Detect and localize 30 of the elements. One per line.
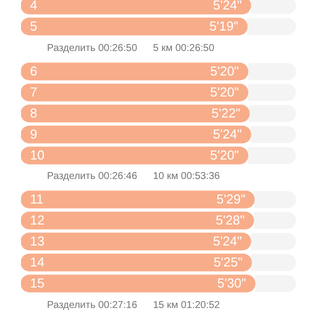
y-tick-label: 14 [30,254,44,270]
data-label: 5'28" [216,212,245,228]
y-tick-label: 15 [30,276,44,291]
data-label: 5'24" [212,0,242,13]
data-label: 5'20" [210,84,240,100]
y-tick-label: 4 [30,0,38,13]
y-tick-label: 11 [30,192,44,207]
y-tick-label: 13 [30,234,44,249]
text: Разделить 00:26:46 [47,171,138,184]
data-label: 5'22" [212,105,241,120]
data-label: 5'19" [209,18,239,34]
y-tick-label: 8 [30,105,38,120]
data-label: 5'20" [210,147,240,162]
y-tick-label: 7 [30,84,38,100]
text: 15 км 01:20:52 [153,300,220,312]
data-label: 5'24" [212,126,242,142]
y-tick-label: 10 [30,147,44,162]
text: 5 км 00:26:50 [153,42,214,55]
y-tick-label: 12 [30,212,44,228]
data-label: 5'25" [214,254,243,270]
data-label: 5'29" [216,192,246,207]
y-tick-label: 9 [30,126,38,142]
data-label: 5'24" [212,234,242,249]
data-label: 5'20" [210,63,240,78]
text: Разделить 00:26:50 [47,42,138,55]
data-label: 5'30" [217,276,246,291]
text: 10 км 00:53:36 [153,171,220,184]
y-tick-label: 5 [30,18,38,34]
y-tick-label: 6 [30,63,38,78]
text: Разделить 00:27:16 [47,300,138,312]
